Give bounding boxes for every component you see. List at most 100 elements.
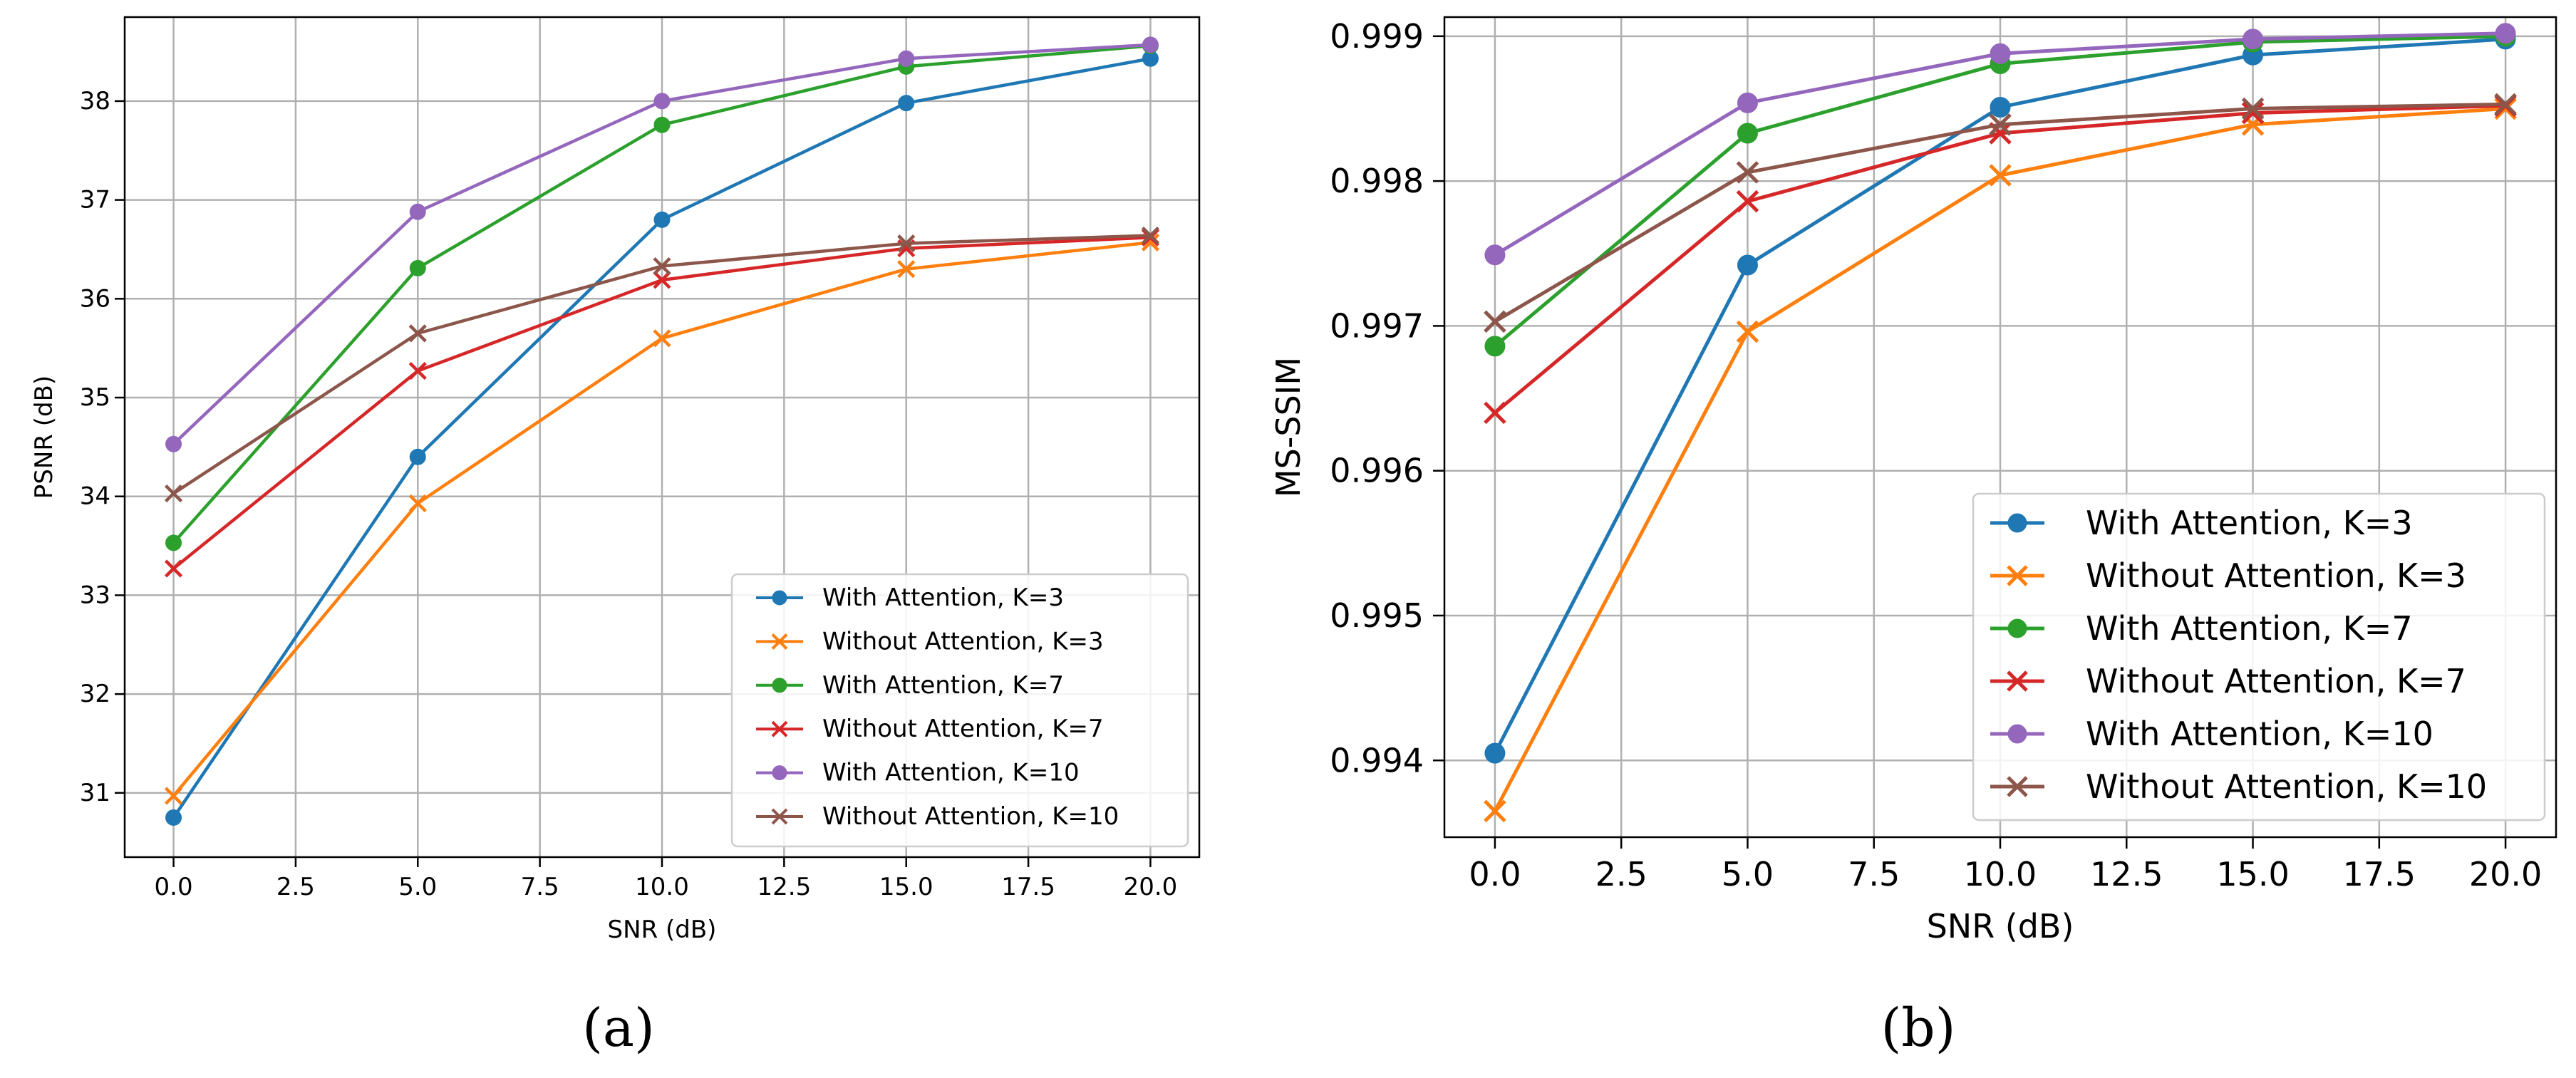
data-point (1484, 244, 1506, 266)
data-point (1736, 161, 1759, 184)
legend-entry: With Attention, K=10 (822, 759, 1080, 787)
legend-entry: Without Attention, K=10 (822, 802, 1119, 831)
legend-box (1972, 492, 2546, 822)
data-point (653, 93, 671, 110)
data-point (164, 787, 183, 805)
y-tick-label: 37 (80, 186, 110, 214)
data-point (897, 234, 916, 253)
data-point (1484, 310, 1506, 333)
data-point (2241, 101, 2265, 125)
data-point (1737, 92, 1758, 113)
x-tick-label: 0.0 (155, 873, 193, 901)
chart-ms-ssim: 0.0 2.5 5.0 7.5 10.0 12.5 15.0 17.5 20.0 0.994 0.9… (1269, 16, 2557, 945)
y-axis-label: PSNR (dB) (30, 375, 58, 499)
legend-entry: With Attention, K=10 (2086, 715, 2433, 753)
x-tick-label: 7.5 (521, 873, 559, 901)
data-point (1737, 123, 1758, 144)
data-point (2241, 97, 2265, 120)
x-tick-label: 10.0 (1964, 855, 2037, 893)
data-point (1142, 36, 1159, 53)
data-point (653, 271, 671, 289)
legend-marker (772, 590, 787, 606)
legend-marker (2007, 513, 2027, 533)
x-tick-label: 7.5 (1848, 855, 1900, 893)
x-tick-label: 17.5 (1001, 873, 1055, 901)
data-point (2494, 93, 2517, 116)
legend-entry: With Attention, K=3 (2086, 504, 2413, 542)
legend: With Attention, K=3 Without Attention, K=… (1972, 492, 2546, 822)
x-tick-label: 0.0 (1469, 855, 1521, 893)
x-tick-label: 17.5 (2343, 855, 2416, 893)
data-point (2243, 28, 2264, 50)
y-axis-label: MS-SSIM (1269, 357, 1308, 497)
data-point (1736, 190, 1759, 213)
data-point (1484, 401, 1506, 425)
legend-marker (772, 678, 787, 693)
x-tick-label: 12.5 (2090, 855, 2163, 893)
data-point (409, 259, 426, 276)
legend-entry: With Attention, K=7 (2086, 609, 2413, 648)
legend-entry: With Attention, K=3 (822, 584, 1064, 612)
data-point (653, 211, 671, 228)
y-tick-label: 0.994 (1330, 741, 1424, 779)
legend-entry: Without Attention, K=10 (2086, 767, 2487, 806)
data-point (409, 448, 426, 465)
x-tick-label: 2.5 (1595, 855, 1647, 893)
caption-b: (b) (1881, 997, 1955, 1059)
data-point (897, 260, 916, 279)
chart-psnr: 0.0 2.5 5.0 7.5 10.0 12.5 15.0 17.5 20.0 31 32 33 34… (30, 16, 1201, 944)
data-point (1736, 320, 1759, 343)
data-point (165, 435, 182, 452)
data-point (1990, 96, 2011, 118)
legend-entry: Without Attention, K=7 (2086, 662, 2466, 700)
data-point (1484, 799, 1506, 823)
x-tick-label: 5.0 (398, 873, 437, 901)
legend-entry: Without Attention, K=3 (2086, 556, 2466, 595)
y-tick-label: 35 (80, 383, 110, 412)
data-point (898, 95, 915, 112)
x-axis-label: SNR (dB) (1927, 907, 2074, 945)
data-point (898, 50, 915, 67)
data-point (1484, 742, 1506, 764)
legend-marker (772, 765, 787, 781)
data-point (653, 256, 671, 276)
data-point (165, 809, 182, 826)
legend-marker (2007, 724, 2027, 744)
y-tick-label: 31 (80, 779, 110, 807)
y-tick-label: 0.996 (1330, 452, 1424, 490)
x-tick-label: 5.0 (1722, 855, 1774, 893)
data-point (1484, 336, 1506, 357)
data-point (1989, 164, 2012, 187)
data-point (408, 361, 427, 380)
data-point (409, 203, 426, 220)
legend-marker (771, 808, 788, 825)
y-tick-label: 34 (80, 482, 110, 511)
x-tick-label: 10.0 (635, 873, 689, 901)
legend: With Attention, K=3 Without Attention, K=… (730, 573, 1189, 848)
data-point (1989, 113, 2012, 136)
caption-a: (a) (582, 997, 655, 1059)
data-point (653, 329, 671, 348)
legend-entry: Without Attention, K=7 (822, 715, 1104, 743)
legend-marker (771, 720, 788, 737)
y-tick-label: 0.997 (1330, 306, 1424, 345)
legend-marker (2007, 670, 2028, 692)
y-tick-label: 32 (80, 680, 110, 708)
data-point (1990, 43, 2011, 64)
x-tick-label: 2.5 (276, 873, 315, 901)
data-point (1737, 254, 1758, 276)
data-point (165, 534, 182, 551)
data-point (653, 116, 671, 133)
legend-entry: Without Attention, K=3 (822, 627, 1104, 655)
legend-entry: With Attention, K=7 (822, 671, 1064, 700)
legend-marker (771, 633, 788, 650)
data-point (2494, 97, 2517, 120)
x-tick-label: 15.0 (2216, 855, 2289, 893)
x-tick-label: 20.0 (2469, 855, 2542, 893)
legend-box (730, 573, 1189, 848)
data-point (164, 484, 183, 503)
x-tick-label: 15.0 (879, 873, 933, 901)
data-point (164, 559, 183, 578)
legend-marker (2007, 776, 2028, 797)
